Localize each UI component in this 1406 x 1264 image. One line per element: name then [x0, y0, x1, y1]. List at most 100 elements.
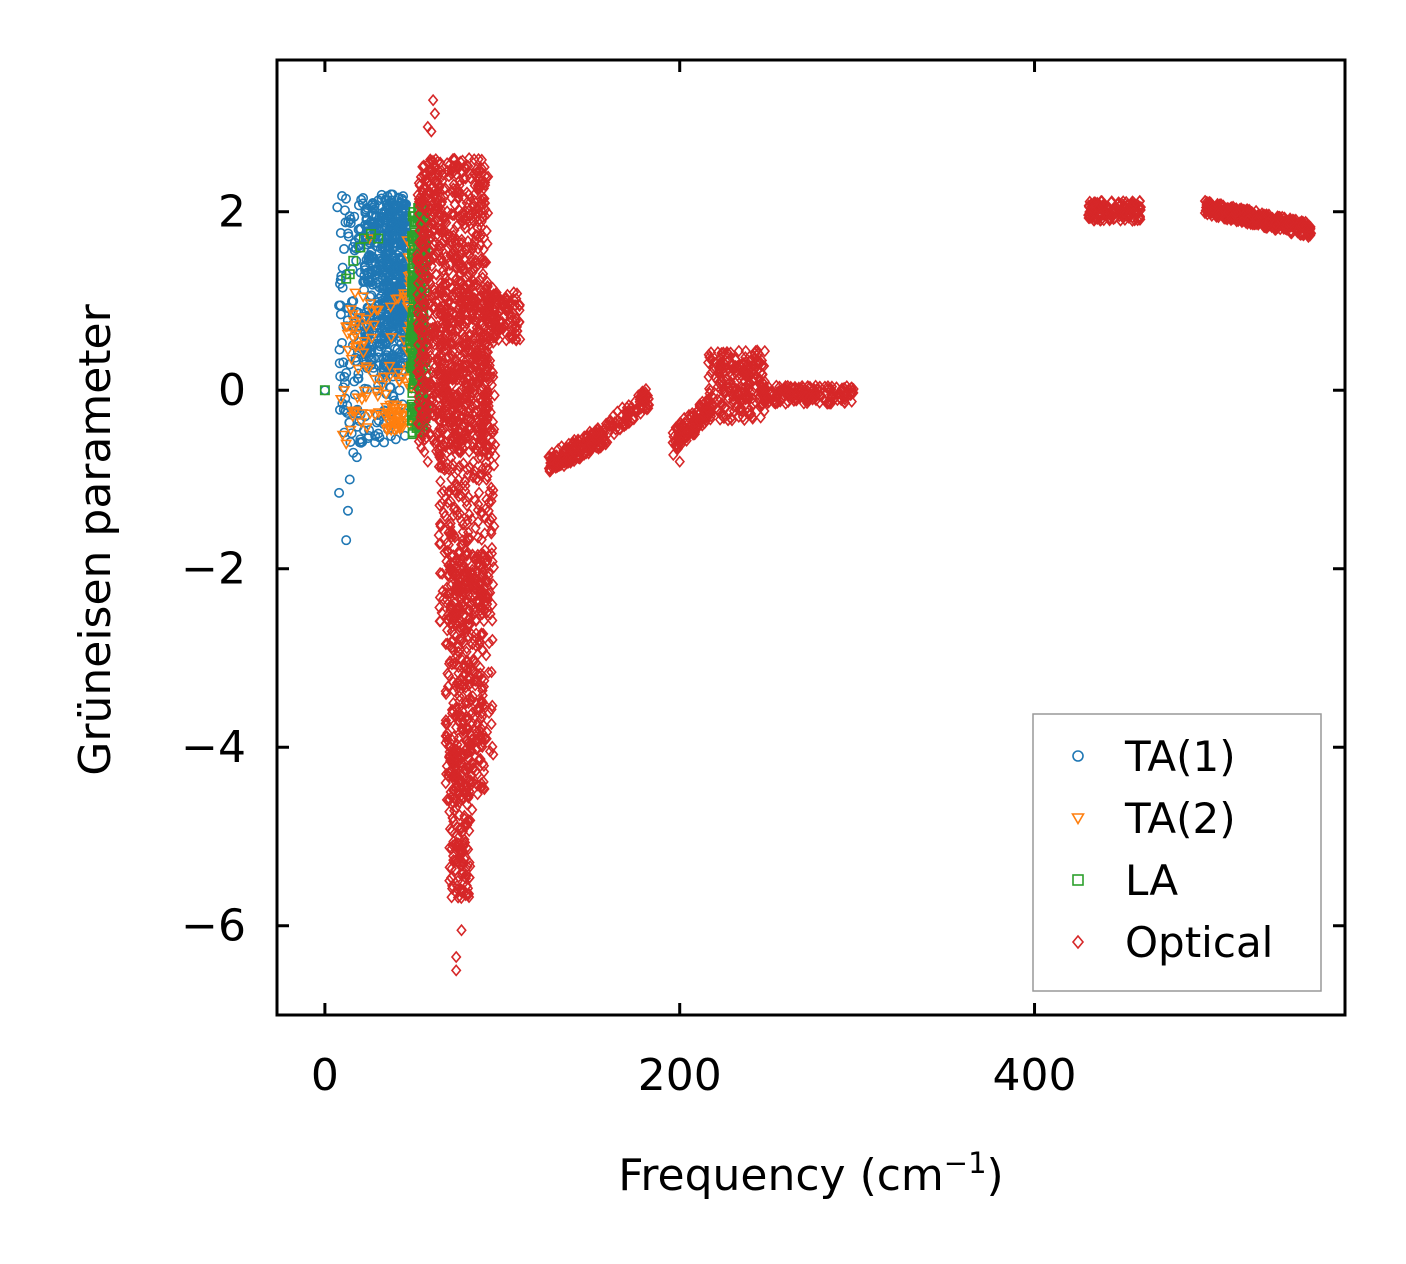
data-point	[439, 230, 451, 243]
legend-marker-optical	[1071, 934, 1085, 950]
data-point	[484, 374, 495, 388]
data-point	[458, 360, 470, 374]
data-point	[428, 388, 439, 402]
data-point	[336, 337, 347, 348]
data-point	[551, 449, 562, 462]
data-point	[472, 497, 484, 511]
series-optical	[412, 93, 1317, 977]
data-point	[459, 809, 470, 823]
data-point	[467, 440, 479, 454]
data-point	[319, 385, 330, 396]
data-point	[458, 337, 469, 351]
data-point	[475, 342, 487, 355]
data-point	[357, 348, 370, 359]
data-point	[441, 536, 453, 550]
data-point	[451, 773, 463, 787]
data-point	[445, 579, 457, 593]
data-point	[393, 193, 404, 204]
data-point	[486, 541, 498, 555]
data-point	[434, 517, 446, 531]
data-point	[423, 305, 435, 319]
data-point	[475, 193, 487, 206]
data-point	[714, 351, 726, 365]
data-point	[375, 217, 386, 228]
data-point	[442, 637, 453, 650]
data-point	[358, 386, 371, 397]
data-point	[829, 391, 840, 405]
data-point	[789, 380, 801, 394]
data-point	[430, 267, 442, 281]
data-point	[434, 601, 445, 614]
data-point	[453, 185, 465, 199]
data-point	[345, 354, 358, 366]
data-point	[485, 406, 496, 419]
data-point	[373, 233, 384, 244]
data-point	[1089, 207, 1100, 220]
data-point	[413, 338, 424, 352]
data-point	[334, 300, 345, 311]
data-point	[370, 387, 383, 398]
data-point	[342, 315, 353, 326]
data-point	[433, 460, 445, 473]
data-point	[438, 234, 450, 247]
data-point	[777, 383, 788, 397]
data-point	[438, 183, 449, 196]
data-point	[798, 397, 810, 410]
data-point	[435, 475, 446, 488]
data-point	[667, 426, 679, 440]
data-point	[641, 395, 652, 408]
data-point	[426, 125, 437, 138]
data-point	[443, 321, 455, 334]
data-point	[477, 211, 488, 224]
data-point	[464, 871, 475, 884]
data-point	[452, 855, 464, 869]
data-point	[434, 207, 446, 221]
data-point	[734, 387, 745, 400]
data-point	[433, 381, 444, 394]
data-point	[590, 426, 602, 440]
data-point	[381, 426, 394, 437]
data-point	[461, 655, 473, 669]
data-point	[570, 447, 581, 461]
data-point	[345, 305, 358, 316]
data-point	[363, 409, 376, 420]
data-point	[467, 689, 479, 703]
data-point	[337, 398, 348, 409]
data-point	[358, 193, 369, 204]
data-point	[452, 250, 463, 264]
data-point	[377, 372, 390, 384]
data-point	[359, 260, 370, 271]
data-point	[1221, 201, 1233, 215]
data-point	[453, 573, 465, 587]
data-point	[715, 375, 727, 388]
data-point	[450, 801, 462, 814]
data-point	[566, 438, 577, 451]
data-point	[452, 508, 463, 522]
data-point	[412, 306, 424, 319]
data-point	[461, 494, 472, 508]
data-point	[446, 657, 458, 671]
data-point	[642, 401, 654, 415]
data-point	[683, 408, 695, 422]
data-point	[458, 845, 469, 859]
data-point	[483, 666, 494, 679]
data-point	[457, 534, 468, 547]
data-point	[357, 292, 370, 303]
data-point	[440, 714, 452, 727]
data-point	[447, 359, 458, 373]
data-point	[475, 752, 486, 766]
data-point	[461, 372, 473, 385]
data-point	[1204, 206, 1215, 220]
x-axis-label: Frequency (cm−1)	[618, 1146, 1003, 1201]
data-point	[460, 784, 472, 798]
data-point	[455, 155, 466, 169]
data-point	[450, 710, 462, 723]
data-point	[388, 201, 399, 212]
data-point	[672, 442, 684, 456]
data-point	[461, 879, 472, 892]
data-point	[454, 582, 465, 596]
data-point	[714, 357, 725, 370]
data-point	[447, 458, 458, 471]
data-point	[675, 435, 687, 448]
data-point	[448, 796, 459, 809]
